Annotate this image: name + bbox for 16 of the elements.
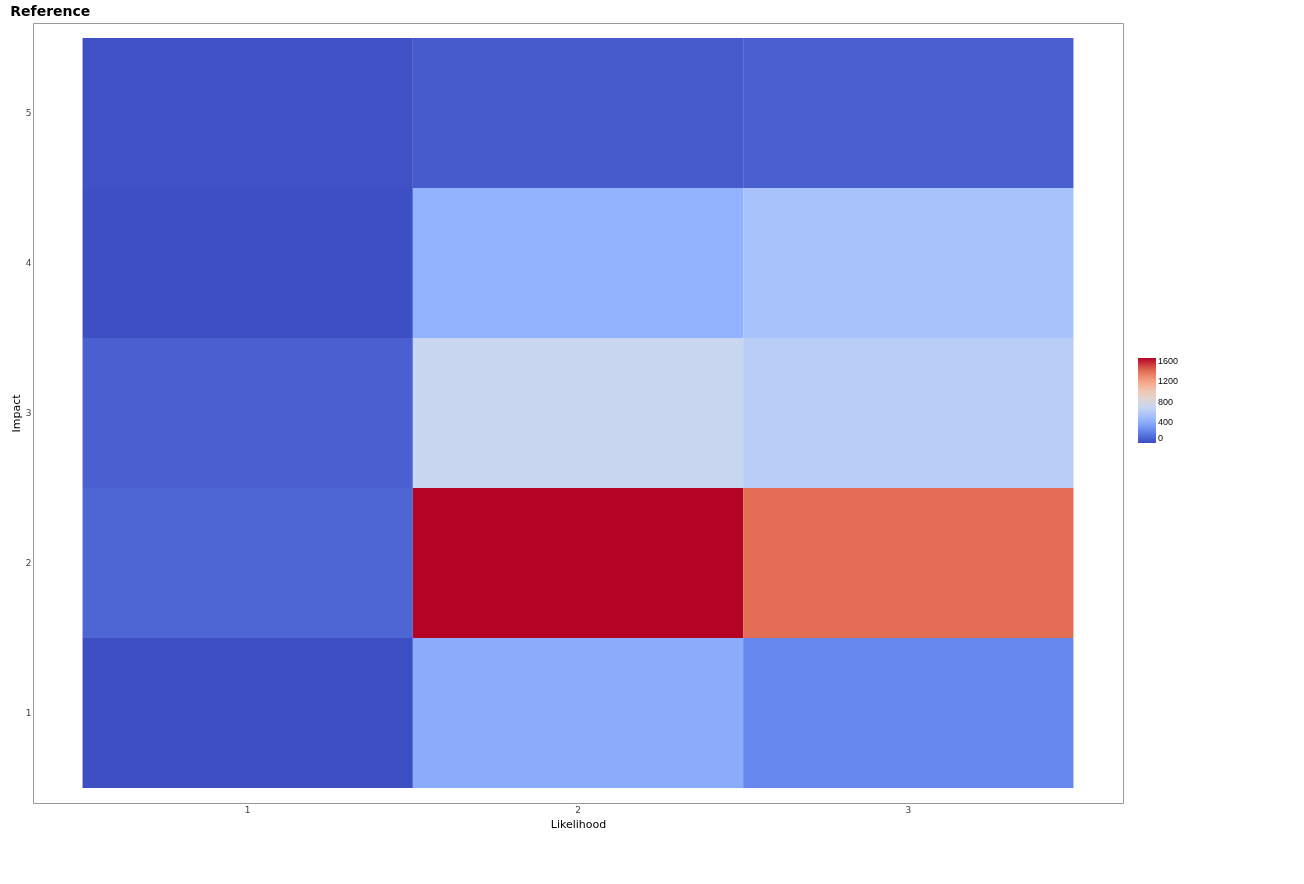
color-bar-label: 800 bbox=[1158, 396, 1174, 407]
x-axis-title: Likelihood bbox=[550, 817, 607, 831]
y-tick-label: 1 bbox=[25, 708, 32, 718]
color-bar-label: 0 bbox=[1158, 433, 1164, 443]
color-bar-label: 1600 bbox=[1158, 355, 1179, 366]
y-tick-label: 3 bbox=[25, 408, 32, 418]
y-axis-title: Impact bbox=[9, 393, 23, 433]
x-tick-label: 1 bbox=[244, 804, 251, 815]
x-tick-label: 2 bbox=[575, 804, 581, 815]
y-tick-label: 2 bbox=[25, 558, 32, 568]
chart-title: Reference bbox=[10, 3, 91, 19]
color-bar-label: 1200 bbox=[1158, 376, 1179, 387]
y-tick-label: 5 bbox=[25, 108, 32, 118]
color-bar-label: 400 bbox=[1158, 417, 1174, 428]
x-tick-label: 3 bbox=[905, 804, 912, 815]
y-tick-label: 4 bbox=[25, 258, 32, 268]
